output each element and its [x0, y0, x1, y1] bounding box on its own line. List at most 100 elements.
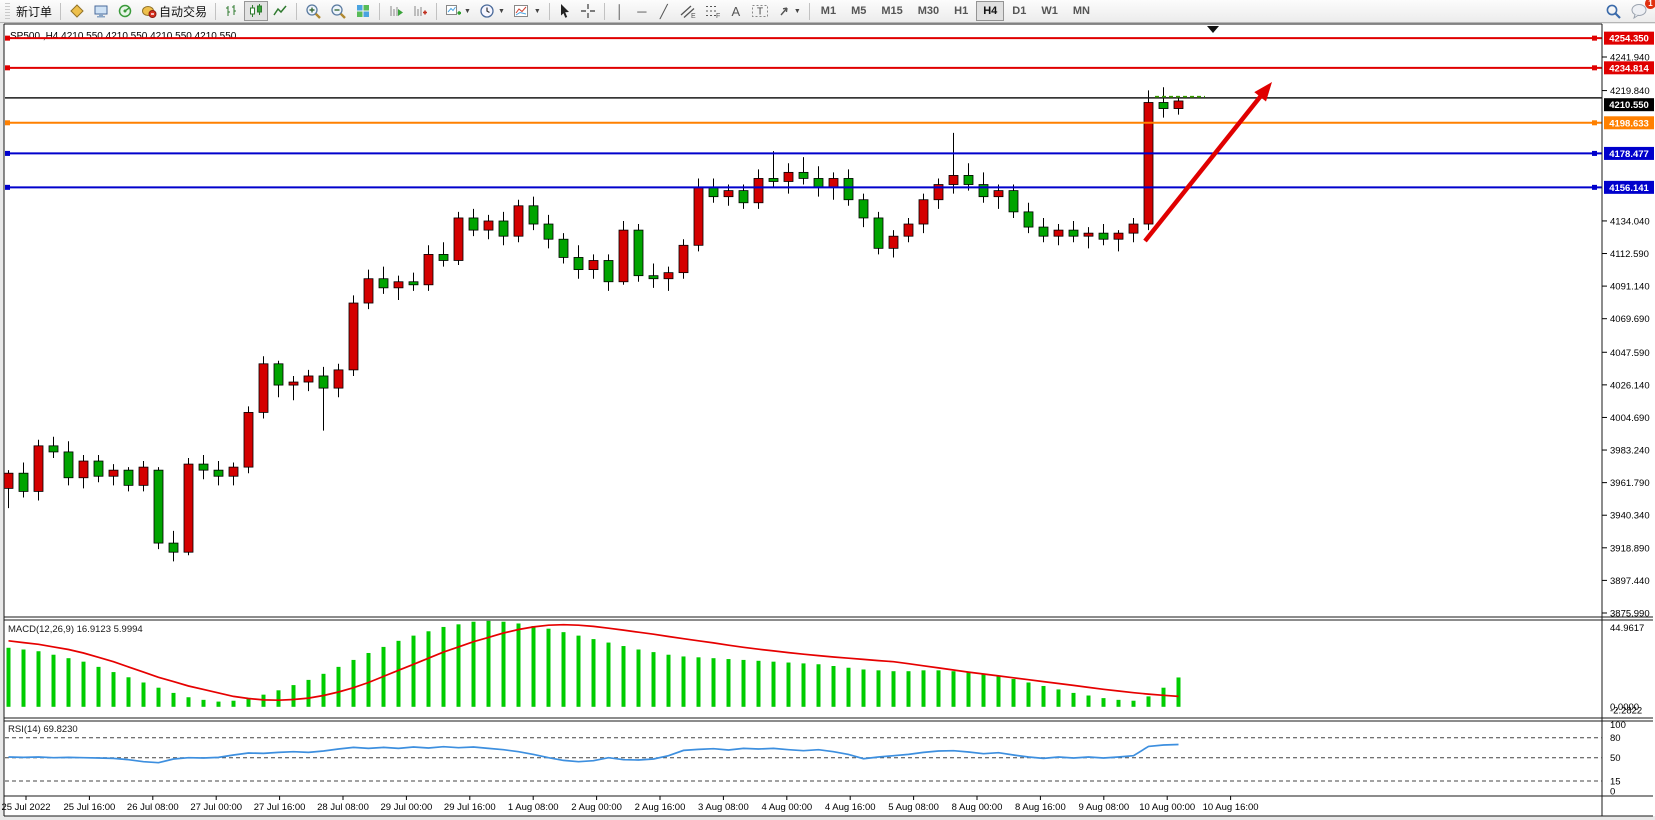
- line-handle[interactable]: [1592, 35, 1597, 41]
- chart-shift-button[interactable]: [408, 1, 432, 21]
- timeframe-mn-button[interactable]: MN: [1072, 5, 1090, 17]
- candle: [408, 272, 419, 291]
- bar-chart-mode-button[interactable]: [220, 1, 244, 21]
- new-chart-button[interactable]: ▼: [441, 1, 475, 21]
- horizontal-line-4198.633[interactable]: [5, 120, 1602, 126]
- timeframe-m5-button[interactable]: M5: [851, 5, 867, 17]
- macd-histogram-bar: [396, 640, 401, 707]
- line-handle[interactable]: [1592, 184, 1597, 190]
- text-label-tool-button[interactable]: T: [747, 1, 773, 21]
- periods-button[interactable]: ▼: [475, 1, 509, 21]
- indicators-icon: [513, 3, 531, 19]
- horizontal-line-4234.814[interactable]: [5, 65, 1602, 71]
- toolbar-separator: [60, 2, 62, 20]
- candle-body-up: [663, 272, 674, 280]
- market-watch-button[interactable]: [65, 1, 89, 21]
- timeframe-m1-button[interactable]: M1: [820, 5, 837, 17]
- line-handle[interactable]: [5, 35, 10, 41]
- macd-histogram-bar: [156, 687, 161, 707]
- candle: [108, 464, 119, 486]
- terminal-button[interactable]: [89, 1, 113, 21]
- timeframe-m30-button[interactable]: M30: [917, 5, 940, 17]
- horizontal-line-icon: ─: [637, 3, 647, 19]
- tile-windows-icon: [355, 3, 371, 19]
- candle: [543, 214, 554, 249]
- horizontal-line-4156.141[interactable]: [5, 184, 1602, 190]
- line-chart-mode-button[interactable]: [268, 1, 292, 21]
- terminal-icon: [93, 3, 109, 19]
- candle: [738, 184, 749, 209]
- channel-tool-button[interactable]: E: [675, 1, 700, 21]
- zoom-in-button[interactable]: [301, 1, 326, 21]
- crosshair-tool-button[interactable]: [576, 1, 600, 21]
- chart-end-marker[interactable]: [1207, 26, 1219, 33]
- macd-histogram-bar: [786, 662, 791, 707]
- auto-scroll-button[interactable]: [384, 1, 408, 21]
- candle: [198, 454, 209, 480]
- macd-histogram-bar: [981, 673, 986, 707]
- candlestick-icon: [248, 3, 264, 19]
- line-handle[interactable]: [5, 184, 10, 190]
- horizontal-line-tool-button[interactable]: ─: [631, 1, 653, 21]
- line-handle[interactable]: [1592, 150, 1597, 156]
- toolbar-separator: [808, 2, 810, 20]
- line-handle[interactable]: [1592, 65, 1597, 71]
- price-label-4178.477: 4178.477: [1604, 146, 1654, 160]
- candle-body-down: [18, 472, 29, 492]
- indicators-button[interactable]: ▼: [509, 1, 545, 21]
- text-tool-button[interactable]: A: [725, 1, 747, 21]
- timeframe-m15-button[interactable]: M15: [881, 5, 903, 17]
- svg-text:F: F: [716, 13, 720, 19]
- candle-body-up: [1143, 102, 1154, 225]
- macd-histogram-bar: [666, 654, 671, 707]
- timeframe-h1-button[interactable]: H1: [954, 5, 969, 17]
- macd-histogram-bar: [291, 685, 296, 707]
- candlestick-mode-button[interactable]: [244, 1, 269, 21]
- horizontal-line-4254.35[interactable]: [5, 35, 1602, 41]
- line-handle[interactable]: [5, 65, 10, 71]
- svg-text:E: E: [691, 13, 696, 19]
- rsi-level-label-0: 0: [1610, 787, 1615, 798]
- strategy-tester-button[interactable]: [113, 1, 137, 21]
- macd-histogram-bar: [561, 632, 566, 707]
- tile-windows-button[interactable]: [351, 1, 375, 21]
- timeframe-w1-button[interactable]: W1: [1041, 5, 1058, 17]
- candle-body-down: [1098, 232, 1109, 240]
- trend-arrow[interactable]: [1143, 82, 1272, 243]
- macd-histogram-bar: [846, 667, 851, 707]
- auto-trading-button[interactable]: 自动交易: [137, 1, 211, 21]
- fibonacci-tool-button[interactable]: F: [700, 1, 725, 21]
- macd-histogram-bar: [591, 639, 596, 707]
- macd-scale-top: 44.9617: [1610, 623, 1644, 634]
- candle: [918, 193, 929, 234]
- line-handle[interactable]: [5, 120, 10, 126]
- arrows-tool-button[interactable]: ▼: [773, 1, 805, 21]
- macd-histogram-bar: [186, 697, 191, 707]
- candle: [693, 178, 704, 252]
- candle-body-down: [1038, 226, 1049, 237]
- macd-histogram-bar: [711, 658, 716, 707]
- candle: [768, 151, 779, 188]
- new-chart-icon: [445, 3, 462, 19]
- macd-histogram-bar: [1146, 696, 1151, 707]
- trendline-tool-button[interactable]: ╱: [653, 1, 675, 21]
- cursor-tool-button[interactable]: [554, 1, 576, 21]
- timeframe-d1-button[interactable]: D1: [1012, 5, 1027, 17]
- horizontal-line-4178.477[interactable]: [5, 150, 1602, 156]
- time-scale[interactable]: [4, 796, 1602, 816]
- line-handle[interactable]: [5, 150, 10, 156]
- candle-body-down: [153, 469, 164, 544]
- timeframe-h4-button[interactable]: H4: [976, 1, 1005, 21]
- notifications-button[interactable]: 1: [1626, 0, 1655, 21]
- line-handle[interactable]: [1592, 120, 1597, 126]
- zoom-out-button[interactable]: [326, 1, 351, 21]
- macd-histogram-bar: [531, 626, 536, 707]
- candle: [48, 436, 59, 459]
- zoom-in-icon: [305, 3, 322, 20]
- macd-histogram-bar: [801, 663, 806, 707]
- new-order-button[interactable]: 新订单: [12, 1, 56, 21]
- time-tick-label: 8 Aug 00:00: [952, 802, 1003, 813]
- vertical-line-tool-button[interactable]: │: [609, 1, 631, 21]
- candle-body-up: [363, 278, 374, 304]
- search-button[interactable]: [1601, 1, 1626, 21]
